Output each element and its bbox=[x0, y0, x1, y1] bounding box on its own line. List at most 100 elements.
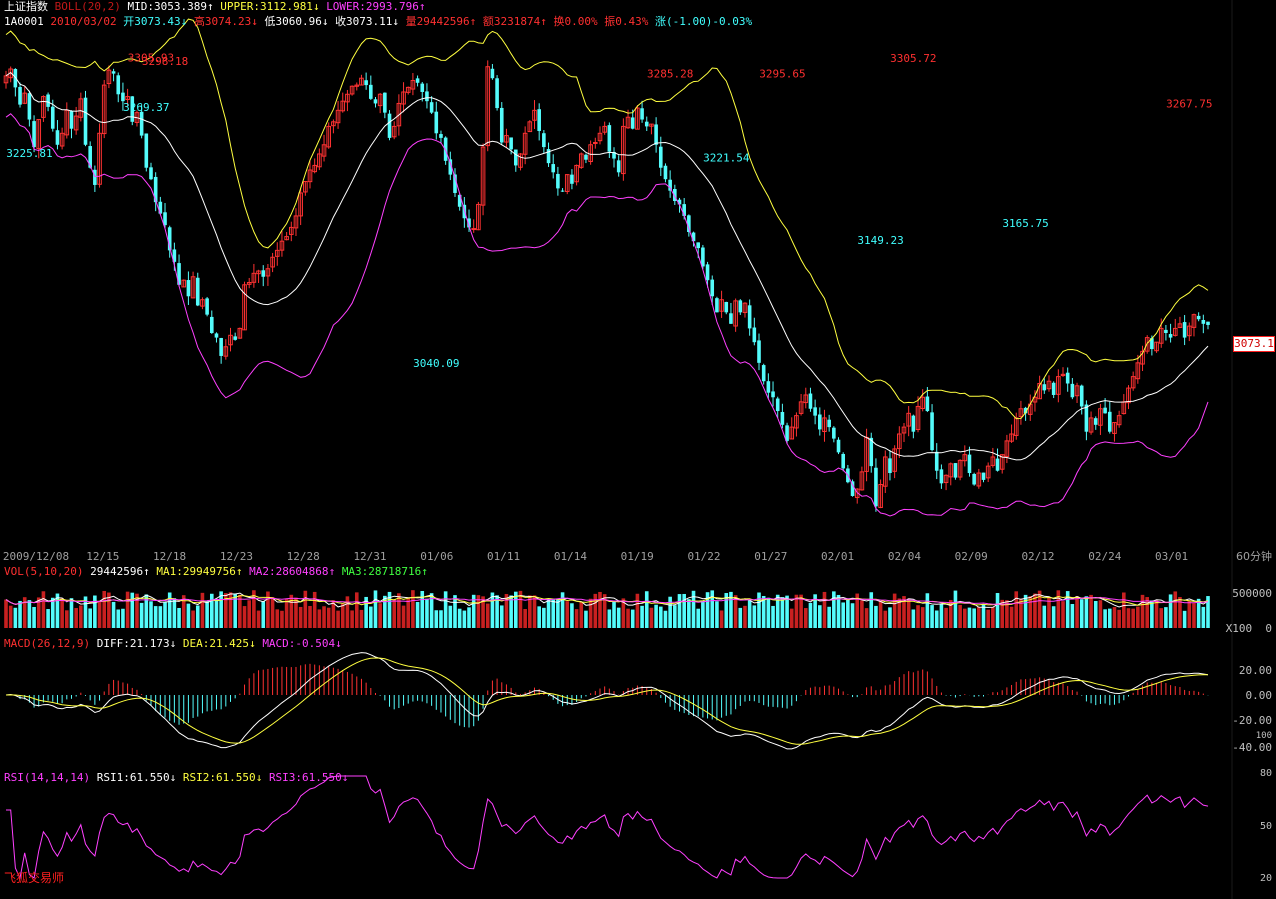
candle-body bbox=[186, 280, 191, 297]
volume-bar bbox=[696, 608, 701, 628]
volume-bar bbox=[481, 596, 485, 628]
candle-body bbox=[729, 313, 733, 324]
volume-bar bbox=[1093, 600, 1098, 628]
rsi-line bbox=[6, 775, 1209, 880]
volume-bar bbox=[691, 590, 696, 628]
date-label: 02/04 bbox=[888, 550, 921, 563]
volume-bar bbox=[818, 605, 822, 628]
candle-body bbox=[50, 106, 55, 129]
volume-bar bbox=[822, 591, 827, 628]
volume-bar bbox=[294, 597, 298, 628]
date-label: 01/06 bbox=[420, 550, 453, 563]
volume-bar bbox=[981, 604, 986, 628]
volume-bars bbox=[4, 590, 1210, 628]
candle-body bbox=[303, 181, 308, 193]
volume-bar bbox=[32, 606, 36, 628]
candle-body bbox=[976, 472, 982, 487]
volume-bar bbox=[1140, 594, 1145, 628]
volume-bar bbox=[93, 595, 97, 628]
candle-body bbox=[228, 334, 233, 346]
volume-bar bbox=[551, 599, 556, 628]
candle-body bbox=[439, 134, 443, 138]
date-label: 12/15 bbox=[86, 550, 119, 563]
candle-body bbox=[377, 93, 383, 107]
volume-bar bbox=[50, 597, 55, 628]
volume-bar bbox=[177, 607, 181, 628]
macd-histogram bbox=[5, 652, 1209, 750]
volume-bar bbox=[911, 609, 916, 628]
candle-body bbox=[190, 276, 196, 299]
candle-body bbox=[237, 327, 243, 339]
boll-label[interactable]: BOLL(20,2) bbox=[54, 0, 121, 13]
volume-bar bbox=[570, 603, 574, 628]
price-annotation: 3225.81 bbox=[6, 147, 52, 160]
volume-bar bbox=[130, 592, 135, 628]
candle-body bbox=[1070, 383, 1075, 398]
volume-bar bbox=[799, 594, 803, 628]
macd-value: MACD:-0.504 bbox=[262, 637, 336, 650]
date-label: 12/18 bbox=[153, 550, 186, 563]
volume-bar bbox=[1009, 606, 1014, 628]
volume-bar bbox=[532, 595, 537, 628]
candle-body bbox=[1037, 383, 1042, 400]
volume-bar bbox=[308, 605, 312, 628]
volume-bar bbox=[102, 590, 107, 628]
volume-bar bbox=[948, 599, 953, 628]
volume-bar bbox=[897, 598, 902, 628]
candle-body bbox=[457, 194, 462, 207]
macd-label[interactable]: MACD(26,12,9) bbox=[4, 637, 91, 650]
candle-body bbox=[405, 86, 411, 93]
candle-body bbox=[270, 256, 275, 268]
candle-body bbox=[181, 279, 187, 288]
quote-amplitude: 振0.43% bbox=[604, 15, 649, 28]
candle-body bbox=[41, 96, 46, 118]
index-name[interactable]: 上证指数 bbox=[4, 0, 48, 13]
vol-scale-unit: X100 bbox=[1225, 622, 1253, 635]
volume-bar bbox=[46, 609, 50, 628]
candle-body bbox=[1150, 338, 1154, 350]
candle-body bbox=[803, 394, 809, 404]
volume-bar bbox=[107, 592, 111, 628]
candle-body bbox=[73, 115, 79, 131]
date-label: 12/31 bbox=[353, 550, 386, 563]
date-label: 01/14 bbox=[554, 550, 587, 563]
macd-diff: DIFF:21.173 bbox=[96, 637, 170, 650]
candle-body bbox=[97, 132, 102, 185]
volume-bar bbox=[111, 601, 116, 628]
volume-bar bbox=[1051, 606, 1056, 628]
volume-bar bbox=[874, 605, 878, 628]
candle-body bbox=[1098, 408, 1103, 426]
candle-body bbox=[808, 393, 813, 409]
candle-body bbox=[59, 132, 65, 147]
volume-bar bbox=[158, 606, 163, 628]
volume-bar bbox=[738, 607, 743, 628]
volume-bar bbox=[27, 600, 32, 628]
volume-bar bbox=[663, 610, 668, 628]
price-annotation: 3165.75 bbox=[1002, 217, 1048, 230]
candle-body bbox=[307, 169, 313, 183]
candle-body bbox=[1093, 418, 1098, 425]
candle-body bbox=[467, 218, 471, 228]
candle-body bbox=[1065, 372, 1070, 384]
candle-body bbox=[429, 102, 434, 113]
volume-bar bbox=[962, 608, 967, 628]
volume-bar bbox=[1187, 600, 1192, 628]
volume-bar bbox=[186, 603, 191, 628]
current-price-tag: 3073.1 bbox=[1233, 336, 1275, 352]
volume-bar bbox=[668, 596, 672, 628]
down-arrow-icon: ↓ bbox=[180, 15, 188, 28]
down-arrow-icon: ↓ bbox=[251, 15, 258, 28]
rsi-label[interactable]: RSI(14,14,14) bbox=[4, 771, 91, 784]
volume-bar bbox=[1042, 605, 1047, 628]
volume-bar bbox=[1061, 601, 1065, 628]
candle-body bbox=[158, 201, 163, 214]
volume-bar bbox=[350, 610, 354, 628]
candle-body bbox=[967, 454, 972, 474]
rsi-scale-20: 20 bbox=[1259, 873, 1272, 884]
vol-label[interactable]: VOL(5,10,20) bbox=[4, 565, 84, 578]
candle-body bbox=[317, 153, 322, 168]
volume-bar bbox=[499, 605, 504, 628]
candle-body bbox=[172, 249, 177, 262]
volume-bar bbox=[1182, 610, 1187, 628]
